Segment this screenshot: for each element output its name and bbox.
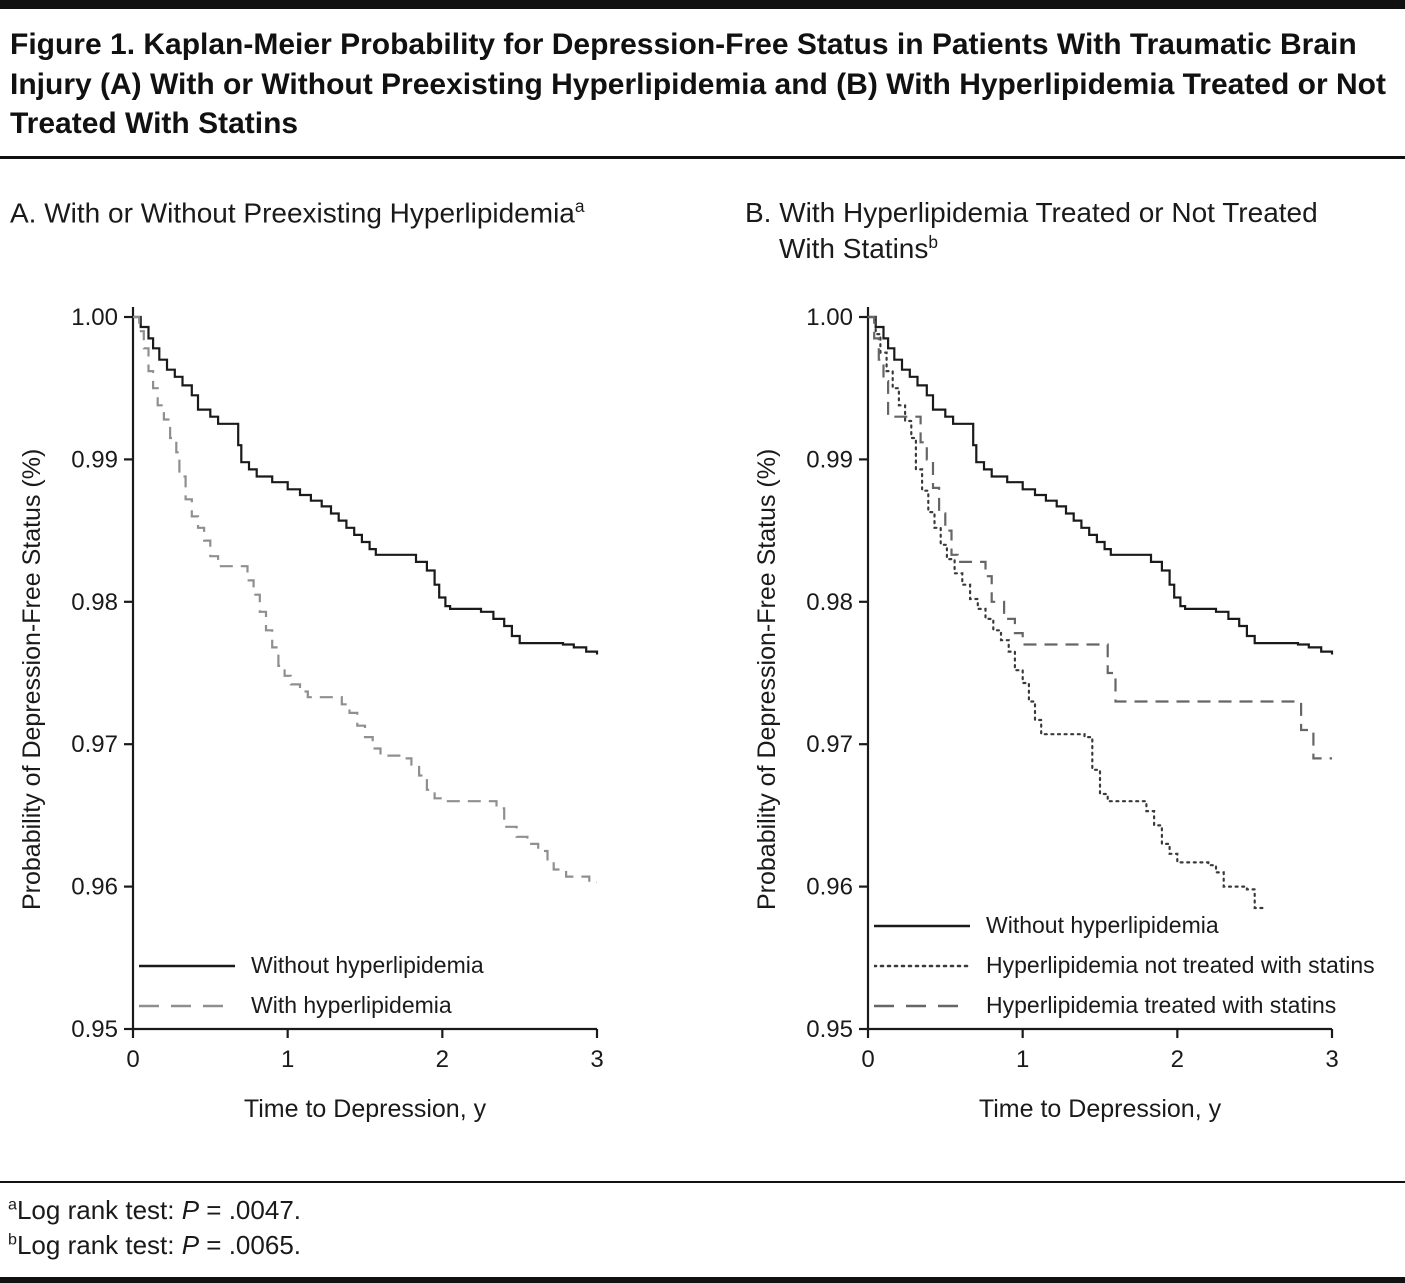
panel-b-heading-line1: B. With Hyperlipidemia Treated or Not Tr… [745, 196, 1318, 228]
panel-b-chart-row: Probability of Depression-Free Status (%… [745, 299, 1375, 1089]
panel-a-heading-text: A. With or Without Preexisting Hyperlipi… [10, 197, 575, 229]
panel-a-heading-superscript: a [574, 195, 585, 216]
svg-text:1.00: 1.00 [806, 304, 853, 331]
svg-text:1: 1 [1016, 1046, 1029, 1073]
footnote-b-text: Log rank test: [16, 1230, 182, 1260]
dashed-line-sample-icon [874, 1004, 970, 1008]
footnote-a: aLog rank test: P = .0047. [0, 1195, 1405, 1226]
panel-b-chart: 0.95 0.96 0.97 0.98 0.99 1.00 0 1 2 3 Without hyp… [790, 299, 1375, 1089]
svg-text:0.97: 0.97 [71, 731, 118, 758]
svg-text:0.99: 0.99 [806, 446, 853, 473]
legend-item: Without hyperlipidemia [139, 951, 484, 981]
svg-text:0.96: 0.96 [71, 873, 118, 900]
panel-b-x-axis-label: Time to Depression, y [978, 1094, 1222, 1123]
solid-line-sample-icon [139, 964, 235, 968]
svg-text:0: 0 [861, 1046, 874, 1073]
panel-b-heading-superscript: b [928, 231, 939, 252]
figure-title: Figure 1. Kaplan-Meier Probability for D… [10, 28, 1386, 141]
svg-text:0.95: 0.95 [71, 1016, 118, 1043]
footnotes: aLog rank test: P = .0047. bLog rank tes… [0, 1181, 1405, 1283]
panel-a: A. With or Without Preexisting Hyperlipi… [10, 195, 615, 1124]
panel-b: B. With Hyperlipidemia Treated or Not Tr… [745, 195, 1375, 1124]
footnote-b-marker: b [8, 1230, 17, 1249]
dashed-line-sample-icon [139, 1004, 235, 1008]
svg-text:0.98: 0.98 [71, 589, 118, 616]
legend-label: Without hyperlipidemia [251, 952, 484, 979]
top-border-rule [0, 0, 1405, 9]
footnote-a-stat-symbol: P [181, 1195, 200, 1225]
panel-a-legend: Without hyperlipidemia With hyperlipidem… [139, 950, 484, 1021]
legend-item: Without hyperlipidemia [874, 911, 1375, 941]
svg-text:0.95: 0.95 [806, 1016, 853, 1043]
legend-label: Without hyperlipidemia [986, 912, 1219, 939]
panel-a-y-axis-label: Probability of Depression-Free Status (%… [18, 448, 46, 910]
panel-b-heading: B. With Hyperlipidemia Treated or Not Tr… [745, 195, 1350, 279]
footnote-divider-rule [0, 1181, 1405, 1183]
svg-text:0.97: 0.97 [806, 731, 853, 758]
footnote-a-value: = .0047. [199, 1195, 301, 1225]
dotted-line-sample-icon [874, 964, 970, 968]
panel-a-chart-row: Probability of Depression-Free Status (%… [10, 299, 615, 1089]
legend-label: Hyperlipidemia not treated with statins [986, 952, 1375, 979]
footnote-b-value: = .0065. [199, 1230, 301, 1260]
svg-text:0.99: 0.99 [71, 446, 118, 473]
title-divider-rule [0, 155, 1405, 159]
svg-text:3: 3 [1325, 1046, 1338, 1073]
panel-b-heading-line2: With Statins [779, 232, 929, 264]
legend-item: Hyperlipidemia treated with statins [874, 991, 1375, 1021]
panel-a-heading: A. With or Without Preexisting Hyperlipi… [10, 195, 615, 279]
svg-text:0.98: 0.98 [806, 589, 853, 616]
footnote-a-marker: a [8, 1195, 17, 1214]
svg-text:1.00: 1.00 [71, 304, 118, 331]
figure-panels: A. With or Without Preexisting Hyperlipi… [0, 159, 1405, 1124]
svg-text:1: 1 [281, 1046, 294, 1073]
svg-text:3: 3 [590, 1046, 603, 1073]
panel-b-y-axis-label: Probability of Depression-Free Status (%… [753, 448, 781, 910]
svg-text:0.96: 0.96 [806, 873, 853, 900]
legend-label: With hyperlipidemia [251, 992, 452, 1019]
footnote-b-stat-symbol: P [181, 1230, 200, 1260]
svg-text:2: 2 [436, 1046, 449, 1073]
panel-b-legend: Without hyperlipidemia Hyperlipidemia no… [874, 910, 1375, 1021]
legend-item: Hyperlipidemia not treated with statins [874, 951, 1375, 981]
svg-text:0: 0 [126, 1046, 139, 1073]
svg-text:2: 2 [1171, 1046, 1184, 1073]
bottom-border-rule [0, 1277, 1405, 1283]
footnote-a-text: Log rank test: [16, 1195, 182, 1225]
panel-b-plot: 0.95 0.96 0.97 0.98 0.99 1.00 0 1 2 3 [806, 304, 1338, 1073]
legend-item: With hyperlipidemia [139, 991, 484, 1021]
solid-line-sample-icon [874, 924, 970, 928]
panel-a-chart: 0.95 0.96 0.97 0.98 0.99 1.00 0 1 2 3 Without hyp… [55, 299, 615, 1089]
panel-a-plot: 0.95 0.96 0.97 0.98 0.99 1.00 0 1 2 3 [71, 304, 603, 1073]
panel-a-x-axis-label: Time to Depression, y [243, 1094, 487, 1123]
legend-label: Hyperlipidemia treated with statins [986, 992, 1337, 1019]
footnote-b: bLog rank test: P = .0065. [0, 1230, 1405, 1261]
